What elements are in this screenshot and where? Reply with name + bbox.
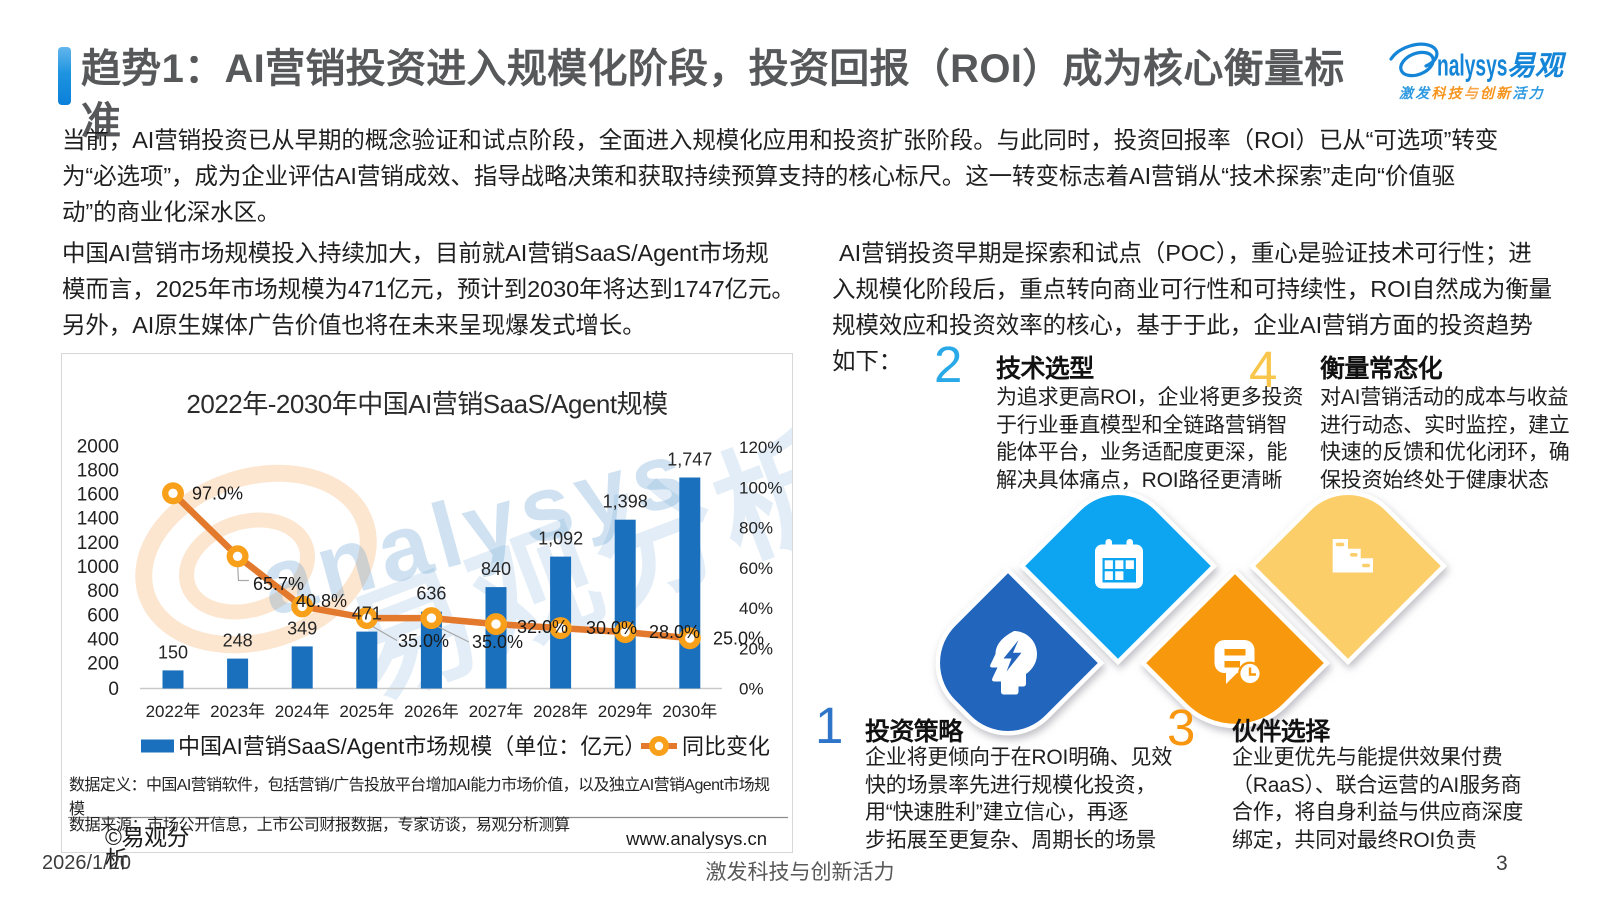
svg-text:1,747: 1,747 [667,450,712,470]
svg-text:636: 636 [416,584,446,604]
svg-text:2000: 2000 [77,436,119,457]
svg-text:1000: 1000 [77,557,119,578]
svg-text:2028年: 2028年 [533,702,588,721]
svg-text:2029年: 2029年 [598,702,653,721]
svg-text:1600: 1600 [77,485,119,506]
svg-text:2026年: 2026年 [404,702,459,721]
svg-text:1,398: 1,398 [603,492,648,512]
svg-text:248: 248 [223,631,253,651]
svg-text:40%: 40% [739,599,773,618]
svg-text:35.0%: 35.0% [472,632,523,652]
svg-text:1800: 1800 [77,461,119,482]
svg-text:2027年: 2027年 [469,702,524,721]
svg-text:2030年: 2030年 [662,702,717,721]
svg-text:840: 840 [481,559,511,579]
svg-text:65.7%: 65.7% [253,574,304,594]
svg-text:400: 400 [87,629,119,650]
svg-text:120%: 120% [739,438,782,457]
svg-text:471: 471 [352,604,382,624]
svg-text:2025年: 2025年 [339,702,394,721]
svg-text:1,092: 1,092 [538,529,583,549]
svg-text:349: 349 [287,618,317,638]
svg-text:0: 0 [108,679,119,700]
svg-text:易观: 易观 [1507,50,1567,81]
svg-text:150: 150 [158,642,188,662]
svg-text:20%: 20% [739,639,773,658]
svg-text:2022年: 2022年 [146,702,201,721]
svg-text:中国AI营销SaaS/Agent市场规模（单位：亿元）: 中国AI营销SaaS/Agent市场规模（单位：亿元） [178,734,646,759]
svg-text:2024年: 2024年 [275,702,330,721]
svg-text:80%: 80% [739,519,773,538]
svg-text:97.0%: 97.0% [192,483,243,503]
svg-text:同比变化: 同比变化 [682,734,770,759]
svg-text:600: 600 [87,605,119,626]
svg-text:35.0%: 35.0% [398,631,449,651]
svg-text:32.0%: 32.0% [517,617,568,637]
svg-text:25.0%: 25.0% [713,629,764,649]
svg-text:30.0%: 30.0% [586,618,637,638]
svg-text:1200: 1200 [77,533,119,554]
svg-text:1400: 1400 [77,509,119,530]
svg-text:28.0%: 28.0% [649,622,700,642]
svg-text:0%: 0% [739,680,764,699]
svg-text:200: 200 [87,654,119,675]
svg-text:800: 800 [87,581,119,602]
svg-text:60%: 60% [739,559,773,578]
svg-text:100%: 100% [739,478,782,497]
svg-text:nalysys: nalysys [1437,49,1508,83]
svg-text:2023年: 2023年 [210,702,265,721]
svg-text:40.8%: 40.8% [296,591,347,611]
